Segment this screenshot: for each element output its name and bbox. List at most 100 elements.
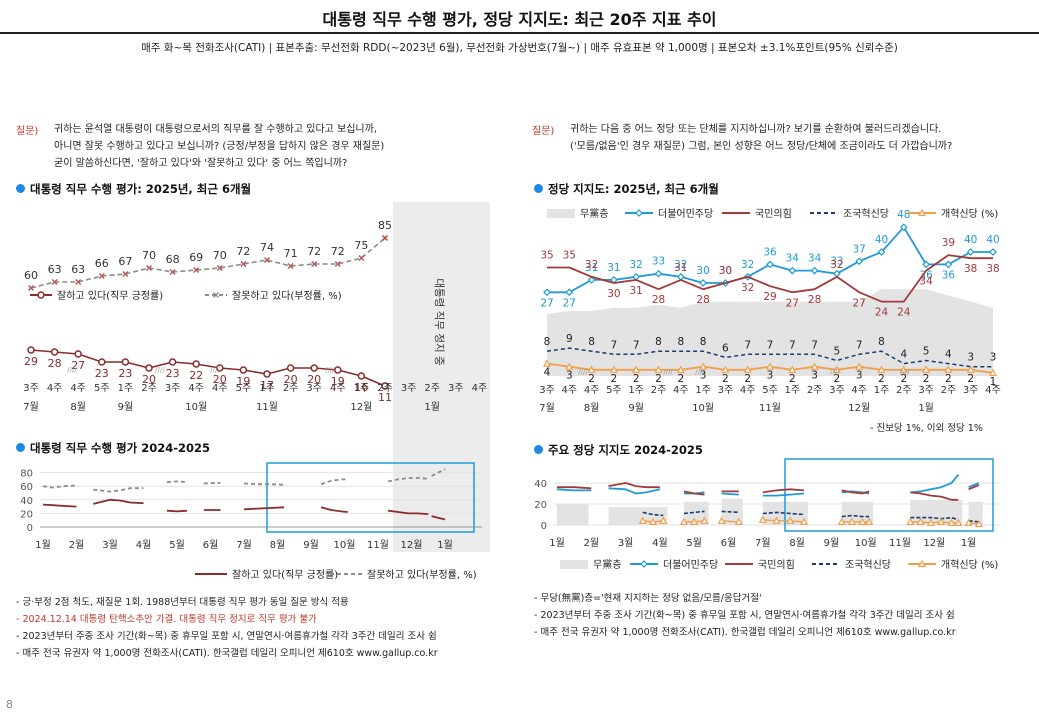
approve-trend-line xyxy=(431,515,446,521)
reform-point xyxy=(542,359,552,367)
disapprove-trend-line xyxy=(203,481,221,485)
disapprove-value-label: 69 xyxy=(189,251,203,264)
week-tick-label: 4주 xyxy=(70,383,86,394)
reform-point xyxy=(587,365,596,373)
month-tick-label: 9월 xyxy=(118,401,134,413)
week-tick-label: 2주 xyxy=(424,383,440,394)
approve-point xyxy=(357,372,366,380)
reform-trend-point xyxy=(916,517,925,525)
ppp-value-label: 27 xyxy=(853,297,866,309)
reform-value-label: 1 xyxy=(990,376,997,388)
rebuild-value-label: 8 xyxy=(700,336,707,348)
reform-point xyxy=(966,365,975,373)
week-tick-label: 3주 xyxy=(306,383,322,394)
disapprove-point xyxy=(193,267,200,273)
reform-trend-line xyxy=(762,519,805,523)
week-tick-label: 3주 xyxy=(448,383,464,394)
month-tick-label: 8월 xyxy=(584,402,600,414)
right-note-line: - 매주 전국 유권자 약 1,000명 전화조사(CATI). 한국갤럽 데일… xyxy=(534,627,956,638)
rebuild-value-label: 7 xyxy=(611,339,618,351)
approve-value-label: 11 xyxy=(378,391,392,404)
dem-point xyxy=(922,260,930,269)
disapprove-point xyxy=(122,271,129,277)
legend-approve-label: 잘하고 있다(직무 긍정률) xyxy=(57,289,163,302)
month-tick-label: 1월 xyxy=(35,539,51,551)
reform-point xyxy=(632,365,641,373)
bullet-dot-icon xyxy=(16,443,25,452)
reform-value-label: 2 xyxy=(923,373,930,385)
page-number: 8 xyxy=(6,698,13,711)
dem-value-label: 34 xyxy=(786,253,800,265)
left-note-line: - 2023년부터 주중 조사 기간(화~목) 중 휴무일 포함 시, 연말연시… xyxy=(16,631,437,642)
month-tick-label: 5월 xyxy=(686,537,702,549)
reform-trend-point xyxy=(700,516,709,524)
approve-trend-line xyxy=(243,506,285,511)
legend-dem-label: 더불어민주당 xyxy=(658,208,713,220)
axis-break-mark: //// xyxy=(210,366,220,374)
rebuild-trend-line xyxy=(683,510,705,515)
ppp-value-label: 27 xyxy=(786,297,799,309)
week-tick-label: 4주 xyxy=(673,385,689,396)
month-tick-label: 9월 xyxy=(824,537,840,549)
reform-value-label: 3 xyxy=(856,370,863,382)
reform-trend-point xyxy=(837,517,846,525)
month-tick-label: 2월 xyxy=(69,539,85,551)
left-note-line: - 2024.12.14 대통령 탄핵소추안 가결. 대통령 직무 정지로 직무… xyxy=(16,614,317,625)
month-tick-label: 8월 xyxy=(270,539,286,551)
party-longterm-title: 주요 정당 지지도 2024-2025 xyxy=(534,442,703,458)
approve-point xyxy=(239,366,248,374)
approve-value-label: 17 xyxy=(260,379,274,392)
ppp-value-label: 31 xyxy=(674,262,687,274)
no-party-block xyxy=(608,507,668,525)
reform-trend-point xyxy=(937,517,946,525)
legend-disapprove-2-label: 잘못하고 있다(부정률, %) xyxy=(367,568,477,581)
disapprove-value-label: 67 xyxy=(118,255,132,268)
y-tick-label: 40 xyxy=(534,479,547,490)
reform-trend-point xyxy=(772,516,781,524)
dem-point xyxy=(543,288,551,297)
week-tick-label: 4주 xyxy=(472,383,488,394)
reform-trend-point xyxy=(638,516,647,524)
party-recent-note: - 진보당 1%, 이외 정당 1% xyxy=(870,423,983,434)
ppp-value-label: 30 xyxy=(607,288,620,300)
reform-trend-point xyxy=(786,516,795,524)
disapprove-point xyxy=(169,269,176,275)
dem-point xyxy=(989,248,997,256)
rebuild-value-label: 8 xyxy=(878,336,885,348)
dem-point xyxy=(766,260,774,269)
approve-point xyxy=(286,364,295,372)
disapprove-value-label: 68 xyxy=(166,253,180,266)
right-notes: - 무당(無黨)층='현재 지지하는 정당 없음/모름/응답거절' - 2023… xyxy=(534,590,956,641)
week-tick-label: 1주 xyxy=(259,383,275,394)
disapprove-trend-line xyxy=(243,482,285,486)
reform-value-label: 2 xyxy=(722,373,729,385)
reform-value-label: 3 xyxy=(566,370,573,382)
legend-none-label-2: 무黨층 xyxy=(593,558,621,571)
ppp-value-label: 32 xyxy=(830,259,843,271)
dem-value-label: 31 xyxy=(607,262,620,274)
disapprove-point xyxy=(75,279,82,285)
disapprove-value-label: 66 xyxy=(95,257,109,270)
legend-reform-2-marker xyxy=(917,559,927,568)
legend-ppp-2-label: 국민의힘 xyxy=(758,559,795,571)
disapprove-value-label: 75 xyxy=(354,239,368,252)
rebuild-line xyxy=(546,347,993,368)
week-tick-label: 1주 xyxy=(695,385,711,396)
y-tick-label: 20 xyxy=(534,500,547,511)
axis-break-mark: //// xyxy=(325,366,335,374)
week-tick-label: 2주 xyxy=(941,385,957,396)
month-tick-label: 12월 xyxy=(401,539,423,551)
dem-trend-line xyxy=(910,474,959,494)
rebuild-value-label: 8 xyxy=(655,336,662,348)
week-tick-label: 2주 xyxy=(651,385,667,396)
dem-value-label: 33 xyxy=(830,256,843,268)
dem-value-label: 30 xyxy=(696,265,709,277)
disapprove-point xyxy=(240,261,247,267)
reform-point xyxy=(699,362,708,370)
reform-trend-point xyxy=(734,517,743,525)
rebuild-value-label: 4 xyxy=(900,349,907,361)
reform-point xyxy=(810,362,819,370)
week-tick-label: 1주 xyxy=(118,383,134,394)
week-tick-label: 4주 xyxy=(330,383,346,394)
no-party-area xyxy=(547,289,993,376)
